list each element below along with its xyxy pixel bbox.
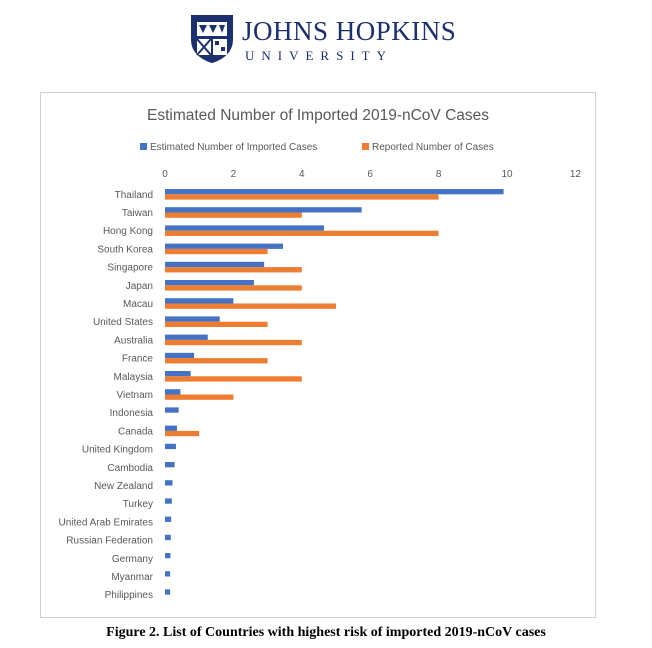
- legend-label-reported: Reported Number of Cases: [372, 142, 494, 153]
- shield-icon: [191, 15, 233, 64]
- y-category-label: United States: [93, 317, 153, 328]
- bar-estimated: [165, 334, 208, 340]
- bar-estimated: [165, 407, 179, 413]
- bar-estimated: [165, 553, 171, 559]
- bar-reported: [165, 194, 439, 200]
- y-category-label: Indonesia: [110, 408, 154, 419]
- x-tick-label: 2: [231, 169, 237, 180]
- bar-estimated: [165, 243, 283, 249]
- bar-estimated: [165, 462, 175, 468]
- y-category-label: Philippines: [105, 590, 153, 601]
- bar-reported: [165, 339, 302, 346]
- bar-reported: [165, 321, 268, 327]
- bar-estimated: [165, 298, 234, 304]
- x-tick-label: 0: [162, 169, 168, 180]
- bar-estimated: [165, 225, 325, 231]
- bar-estimated: [165, 589, 171, 595]
- bar-estimated: [165, 371, 191, 377]
- bar-estimated: [165, 498, 172, 504]
- logo-subtitle: UNIVERSITY: [245, 48, 393, 63]
- bar-reported: [165, 394, 234, 400]
- bar-estimated: [165, 534, 171, 541]
- chart-title: Estimated Number of Imported 2019-nCoV C…: [147, 107, 489, 124]
- bar-estimated: [165, 571, 171, 577]
- bar-reported: [165, 430, 200, 437]
- y-category-label: Turkey: [123, 499, 153, 510]
- bar-estimated: [165, 516, 172, 522]
- bar-reported: [165, 267, 302, 273]
- university-logo: JOHNS HOPKINS UNIVERSITY: [190, 14, 456, 70]
- y-category-label: Myanmar: [111, 572, 153, 583]
- legend-swatch-estimated: [140, 143, 147, 150]
- x-axis-ticks: 0 2 4 6 8 10 12: [162, 169, 581, 180]
- legend: Estimated Number of Imported Cases Repor…: [140, 142, 494, 153]
- x-tick-label: 4: [299, 169, 305, 180]
- bar-estimated: [165, 425, 177, 431]
- legend-swatch-reported: [362, 143, 369, 150]
- y-category-label: Macau: [123, 299, 153, 310]
- bar-estimated: [165, 261, 265, 268]
- x-tick-label: 6: [367, 169, 373, 180]
- y-category-label: United Kingdom: [82, 445, 153, 456]
- y-category-label: Thailand: [115, 190, 153, 201]
- figure-caption: Figure 2. List of Countries with highest…: [106, 625, 546, 640]
- y-category-label: Malaysia: [114, 372, 154, 383]
- chart-frame: Estimated Number of Imported 2019-nCoV C…: [40, 92, 596, 618]
- y-category-label: Taiwan: [122, 208, 153, 219]
- bar-estimated: [165, 480, 173, 486]
- bar-reported: [165, 358, 268, 364]
- y-category-label: Singapore: [107, 263, 153, 274]
- y-category-label: Germany: [112, 554, 153, 565]
- bar-reported: [165, 212, 302, 218]
- bar-estimated: [165, 189, 504, 195]
- bar-chart: Estimated Number of Imported 2019-nCoV C…: [59, 107, 582, 601]
- x-tick-label: 10: [501, 169, 513, 180]
- bar-reported: [165, 376, 302, 382]
- y-axis-labels: Thailand Taiwan Hong Kong South Korea Singap…: [59, 190, 154, 601]
- logo-name: JOHNS HOPKINS: [242, 16, 457, 46]
- y-category-label: New Zealand: [94, 481, 153, 492]
- x-tick-label: 12: [570, 169, 582, 180]
- y-category-label: South Korea: [97, 244, 153, 255]
- y-category-label: Vietnam: [116, 390, 153, 401]
- bar-reported: [165, 285, 302, 291]
- y-category-label: Japan: [126, 281, 153, 292]
- y-category-label: Canada: [118, 426, 153, 437]
- bar-estimated: [165, 352, 195, 359]
- bar-estimated: [165, 316, 220, 322]
- bar-estimated: [165, 280, 254, 286]
- y-category-label: Russian Federation: [66, 536, 153, 547]
- y-category-label: Australia: [114, 335, 153, 346]
- bar-reported: [165, 248, 268, 255]
- bar-estimated: [165, 443, 176, 450]
- bar-estimated: [165, 389, 181, 395]
- legend-label-estimated: Estimated Number of Imported Cases: [150, 142, 317, 153]
- y-category-label: Cambodia: [107, 463, 153, 474]
- y-category-label: France: [122, 354, 154, 365]
- bar-reported: [165, 230, 439, 236]
- bar-estimated: [165, 207, 362, 213]
- x-tick-label: 8: [436, 169, 442, 180]
- y-category-label: Hong Kong: [103, 226, 153, 237]
- bar-reported: [165, 303, 336, 309]
- bars: [165, 189, 504, 595]
- y-category-label: United Arab Emirates: [59, 517, 154, 528]
